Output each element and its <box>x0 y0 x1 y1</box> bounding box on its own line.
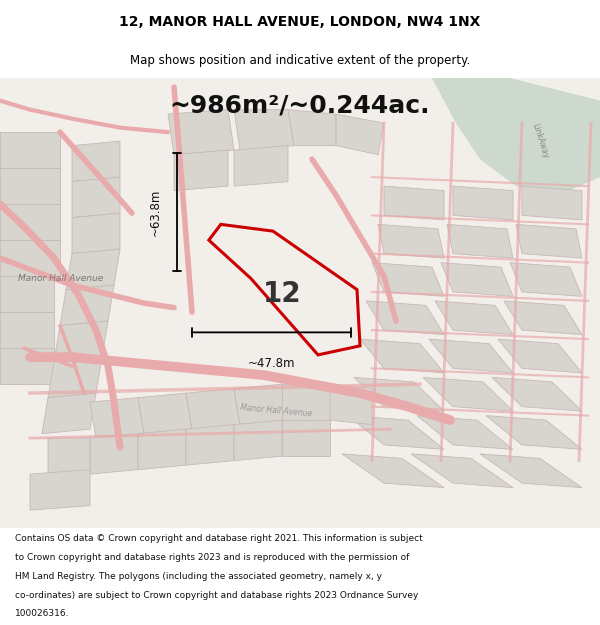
Polygon shape <box>342 454 444 488</box>
Polygon shape <box>168 109 234 154</box>
Polygon shape <box>288 109 336 146</box>
Polygon shape <box>516 224 582 258</box>
Text: 12: 12 <box>263 280 301 308</box>
Polygon shape <box>0 276 54 312</box>
Polygon shape <box>282 420 330 456</box>
Polygon shape <box>417 416 513 449</box>
Polygon shape <box>384 186 444 220</box>
Text: ~47.8m: ~47.8m <box>248 357 295 370</box>
Text: 100026316.: 100026316. <box>15 609 70 619</box>
Polygon shape <box>72 177 120 217</box>
Polygon shape <box>486 416 582 449</box>
Text: to Crown copyright and database rights 2023 and is reproduced with the permissio: to Crown copyright and database rights 2… <box>15 553 409 562</box>
Text: HM Land Registry. The polygons (including the associated geometry, namely x, y: HM Land Registry. The polygons (includin… <box>15 572 382 581</box>
Polygon shape <box>378 224 444 258</box>
Polygon shape <box>186 389 240 429</box>
Text: 12, MANOR HALL AVENUE, LONDON, NW4 1NX: 12, MANOR HALL AVENUE, LONDON, NW4 1NX <box>119 15 481 29</box>
Polygon shape <box>504 301 582 334</box>
Polygon shape <box>0 168 60 204</box>
Polygon shape <box>429 339 513 373</box>
Polygon shape <box>435 301 513 334</box>
Polygon shape <box>42 393 96 434</box>
Polygon shape <box>0 312 54 348</box>
Polygon shape <box>54 321 108 362</box>
Polygon shape <box>372 262 444 296</box>
Polygon shape <box>360 339 444 373</box>
Polygon shape <box>447 224 513 258</box>
Polygon shape <box>0 132 60 168</box>
Text: Manor Hall Avenue: Manor Hall Avenue <box>239 404 313 419</box>
Text: ~63.8m: ~63.8m <box>149 188 162 236</box>
Polygon shape <box>348 416 444 449</box>
Polygon shape <box>0 240 60 276</box>
Text: ~986m²/~0.244ac.: ~986m²/~0.244ac. <box>170 94 430 118</box>
Polygon shape <box>510 262 582 296</box>
Polygon shape <box>138 429 186 469</box>
Polygon shape <box>48 438 90 479</box>
Polygon shape <box>66 249 120 289</box>
Polygon shape <box>90 434 138 474</box>
Text: Manor Hall Avenue: Manor Hall Avenue <box>18 274 103 283</box>
Polygon shape <box>492 378 582 411</box>
Polygon shape <box>522 186 582 220</box>
Polygon shape <box>411 454 513 488</box>
Polygon shape <box>498 339 582 373</box>
Polygon shape <box>234 384 288 424</box>
Polygon shape <box>90 398 144 438</box>
Polygon shape <box>72 213 120 254</box>
Polygon shape <box>366 301 444 334</box>
Polygon shape <box>0 348 54 384</box>
Polygon shape <box>60 285 114 326</box>
Text: Contains OS data © Crown copyright and database right 2021. This information is : Contains OS data © Crown copyright and d… <box>15 534 423 543</box>
Polygon shape <box>441 262 513 296</box>
Polygon shape <box>330 384 372 424</box>
Polygon shape <box>453 186 513 220</box>
Polygon shape <box>354 378 444 411</box>
Polygon shape <box>336 114 384 154</box>
Polygon shape <box>480 454 582 488</box>
Polygon shape <box>423 378 513 411</box>
Polygon shape <box>0 204 60 240</box>
Polygon shape <box>30 469 90 510</box>
Polygon shape <box>234 420 282 461</box>
Polygon shape <box>282 384 330 420</box>
Polygon shape <box>48 357 102 398</box>
Text: Map shows position and indicative extent of the property.: Map shows position and indicative extent… <box>130 54 470 68</box>
Polygon shape <box>186 424 234 465</box>
Polygon shape <box>72 141 120 182</box>
Polygon shape <box>234 146 288 186</box>
Text: co-ordinates) are subject to Crown copyright and database rights 2023 Ordnance S: co-ordinates) are subject to Crown copyr… <box>15 591 418 599</box>
Polygon shape <box>138 393 192 434</box>
Polygon shape <box>174 150 228 191</box>
Text: LinkAway: LinkAway <box>530 122 550 160</box>
Polygon shape <box>432 78 600 195</box>
Polygon shape <box>234 109 294 150</box>
